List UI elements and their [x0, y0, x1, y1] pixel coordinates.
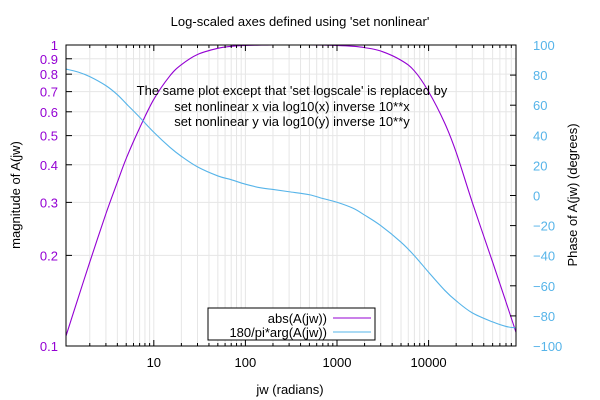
legend-label-phase: 180/pi*arg(A(jw)) — [229, 325, 327, 340]
y-tick-label: 0.5 — [40, 129, 58, 144]
x-axis-label: jw (radians) — [255, 382, 323, 397]
chart-title: Log-scaled axes defined using 'set nonli… — [171, 14, 430, 29]
legend-box — [207, 307, 376, 341]
y-tick-label: 0.1 — [40, 339, 58, 354]
x-tick-label: 100 — [235, 355, 257, 370]
x-tick-label: 10 — [147, 355, 161, 370]
legend-label-magnitude: abs(A(jw)) — [268, 311, 327, 326]
y-axis-label: magnitude of A(jw) — [8, 141, 23, 249]
y-tick-label: 1 — [51, 38, 58, 53]
series-lines — [66, 45, 516, 337]
y-tick-label: 0.4 — [40, 158, 58, 173]
annotation-line-3: set nonlinear y via log10(y) inverse 10*… — [174, 114, 410, 129]
y2-tick-label: 40 — [533, 128, 547, 143]
y2-tick-label: 20 — [533, 158, 547, 173]
annotation-line-2: set nonlinear x via log10(x) inverse 10*… — [174, 99, 410, 114]
y-tick-label: 0.2 — [40, 248, 58, 263]
series-line-phase — [66, 68, 516, 329]
annotation-line-1: The same plot except that 'set logscale'… — [137, 83, 448, 98]
y2-tick-label: 0 — [533, 189, 540, 204]
series-line-magnitude — [66, 45, 516, 337]
ticks: 10 100 1000 100000.10.20.30.40.50.60.70.80.… — [40, 38, 562, 370]
y-tick-label: 0.9 — [40, 52, 58, 67]
legend: abs(A(jw)) 180/pi*arg(A(jw)) — [207, 307, 376, 341]
y2-tick-label: −40 — [533, 249, 555, 264]
y2-tick-label: −60 — [533, 279, 555, 294]
y2-tick-label: 80 — [533, 68, 547, 83]
y2-tick-label: −100 — [533, 339, 562, 354]
y2-tick-label: −80 — [533, 309, 555, 324]
x-tick-label: 10000 — [411, 355, 447, 370]
y2-tick-label: 60 — [533, 98, 547, 113]
y-tick-label: 0.7 — [40, 85, 58, 100]
y2-tick-label: 100 — [533, 38, 555, 53]
y-tick-label: 0.3 — [40, 195, 58, 210]
y-tick-label: 0.8 — [40, 67, 58, 82]
y-tick-label: 0.6 — [40, 105, 58, 120]
y2-axis-label: Phase of A(jw) (degrees) — [565, 123, 580, 266]
x-tick-label: 1000 — [323, 355, 352, 370]
y2-tick-label: −20 — [533, 219, 555, 234]
